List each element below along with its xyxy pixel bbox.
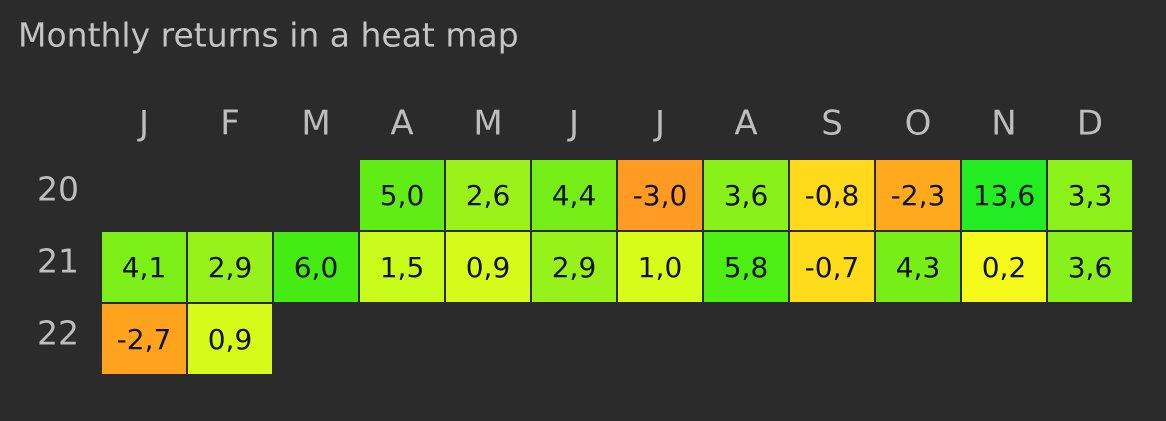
heat-cell <box>876 160 960 230</box>
cell-value: -2,3 <box>891 179 946 212</box>
cell-value: 0,9 <box>466 251 511 284</box>
column-label: A <box>734 104 757 144</box>
heat-cell <box>962 160 1046 230</box>
heat-cell <box>1048 160 1132 230</box>
column-label: M <box>301 104 330 144</box>
cell-value: 0,2 <box>982 251 1027 284</box>
cell-value: 2,9 <box>208 251 253 284</box>
heat-cell <box>618 232 702 302</box>
cell-value: 3,6 <box>1068 251 1113 284</box>
cell-value: 1,0 <box>638 251 683 284</box>
heat-cell <box>360 232 444 302</box>
cell-value: 0,9 <box>208 323 253 356</box>
heat-cell <box>274 232 358 302</box>
column-label: D <box>1077 104 1103 144</box>
heat-cell <box>102 232 186 302</box>
column-label: S <box>821 104 843 144</box>
heat-cell <box>532 232 616 302</box>
column-label: J <box>137 104 149 144</box>
row-label: 20 <box>37 170 79 209</box>
heat-cell <box>1048 232 1132 302</box>
cell-value: 6,0 <box>294 251 339 284</box>
row-label: 22 <box>37 314 79 353</box>
heat-cell <box>704 232 788 302</box>
column-label: O <box>905 104 932 144</box>
cell-value: -3,0 <box>633 179 688 212</box>
cell-value: 4,4 <box>552 179 597 212</box>
cell-value: -2,7 <box>117 323 172 356</box>
heat-cell <box>360 160 444 230</box>
heat-cell <box>790 160 874 230</box>
cell-value: 13,6 <box>973 179 1035 212</box>
row-label: 21 <box>37 242 79 281</box>
column-label: F <box>220 104 240 144</box>
heat-cell <box>962 232 1046 302</box>
cell-value: 4,3 <box>896 251 941 284</box>
column-label: N <box>991 104 1016 144</box>
column-label: J <box>653 104 665 144</box>
column-label: J <box>567 104 579 144</box>
chart-title: Monthly returns in a heat map <box>18 16 519 55</box>
column-label: M <box>473 104 502 144</box>
column-label: A <box>390 104 413 144</box>
cell-value: -0,8 <box>805 179 860 212</box>
heat-cell <box>188 304 272 374</box>
cell-value: 5,0 <box>380 179 425 212</box>
cell-value: 2,9 <box>552 251 597 284</box>
heat-cell <box>876 232 960 302</box>
heat-cell <box>102 304 186 374</box>
cell-value: 1,5 <box>380 251 425 284</box>
heat-cell <box>618 160 702 230</box>
heat-cell <box>790 232 874 302</box>
cell-value: 2,6 <box>466 179 511 212</box>
cell-value: 3,6 <box>724 179 769 212</box>
heat-cell <box>704 160 788 230</box>
cell-value: -0,7 <box>805 251 860 284</box>
heat-cell <box>188 232 272 302</box>
heat-cell <box>446 232 530 302</box>
cell-value: 4,1 <box>122 251 167 284</box>
heat-cell <box>446 160 530 230</box>
cell-value: 3,3 <box>1068 179 1113 212</box>
heat-cell <box>532 160 616 230</box>
cell-value: 5,8 <box>724 251 769 284</box>
